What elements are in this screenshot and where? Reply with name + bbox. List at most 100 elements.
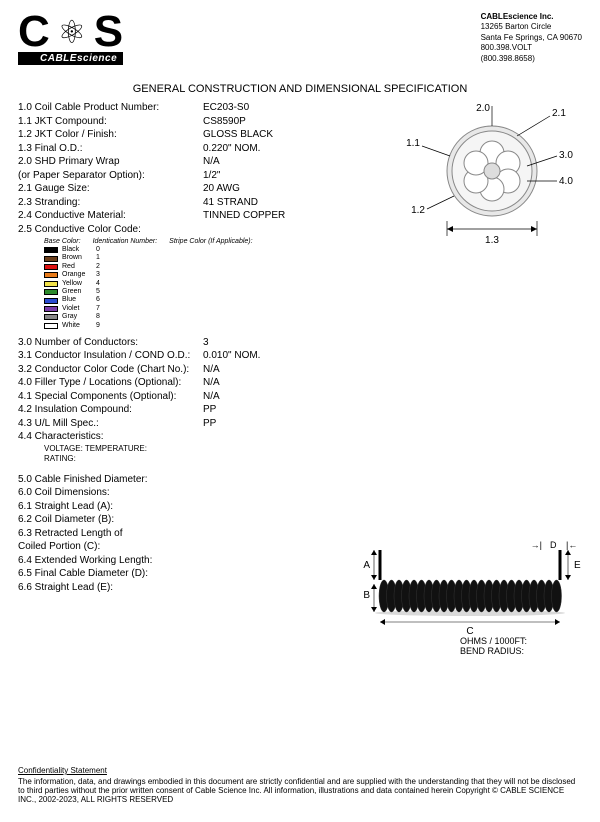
atom-icon: ⚛ (52, 12, 92, 52)
color-swatch (44, 264, 58, 270)
spec-row: 6.0 Coil Dimensions: (18, 486, 582, 500)
color-swatch (44, 323, 58, 329)
color-swatch (44, 281, 58, 287)
company-addr1: 13265 Barton Circle (481, 22, 582, 32)
spec-label: 4.1 Special Components (Optional): (18, 390, 203, 404)
spec-value: 3 (203, 336, 209, 350)
svg-text:1.3: 1.3 (485, 235, 499, 246)
color-name: Black (62, 246, 92, 254)
logo-bar: CABLEscience (18, 52, 123, 65)
spec-value: 41 STRAND (203, 196, 258, 210)
spec-value: TINNED COPPER (203, 209, 285, 223)
page-title: GENERAL CONSTRUCTION AND DIMENSIONAL SPE… (18, 83, 582, 95)
color-name: Orange (62, 271, 92, 279)
color-name: Blue (62, 296, 92, 304)
footer-body: The information, data, and drawings embo… (18, 777, 582, 804)
color-swatch (44, 272, 58, 278)
spec-label: Coiled Portion (C): (18, 540, 203, 554)
color-swatch (44, 306, 58, 312)
spec-value: 20 AWG (203, 182, 240, 196)
spec-row: 5.0 Cable Finished Diameter: (18, 473, 582, 487)
spec-row: 4.3 U/L Mill Spec.:PP (18, 417, 582, 431)
color-swatch (44, 247, 58, 253)
color-num: 7 (96, 305, 108, 313)
spec-label: 2.3 Stranding: (18, 196, 203, 210)
color-num: 5 (96, 288, 108, 296)
svg-text:1.2: 1.2 (411, 205, 425, 216)
spec-row: 6.3 Retracted Length of (18, 527, 582, 541)
spec-value: N/A (203, 363, 220, 377)
color-row: Green 5 (44, 288, 582, 296)
spec-value: N/A (203, 376, 220, 390)
svg-text:D: D (550, 540, 557, 550)
spec-label: 2.4 Conductive Material: (18, 209, 203, 223)
spec-label: 6.1 Straight Lead (A): (18, 500, 203, 514)
spec-value: PP (203, 403, 216, 417)
svg-text:2.1: 2.1 (552, 108, 566, 119)
footer-title: Confidentiality Statement (18, 766, 582, 775)
spec-value: N/A (203, 390, 220, 404)
spec-row: 4.2 Insulation Compound:PP (18, 403, 582, 417)
ct-head-stripe: Stripe Color (If Applicable): (169, 238, 252, 245)
company-info: CABLEscience Inc. 13265 Barton Circle Sa… (481, 12, 582, 65)
color-num: 9 (96, 322, 108, 330)
spec-label: 6.6 Straight Lead (E): (18, 581, 203, 595)
company-name: CABLEscience Inc. (481, 12, 582, 22)
color-name: Green (62, 288, 92, 296)
svg-text:4.0: 4.0 (559, 176, 573, 187)
spec-row: 6.2 Coil Diameter (B): (18, 513, 582, 527)
svg-text:A: A (363, 560, 370, 571)
spec-row: 6.1 Straight Lead (A): (18, 500, 582, 514)
spec-label: 3.2 Conductor Color Code (Chart No.): (18, 363, 203, 377)
spec-label: 6.0 Coil Dimensions: (18, 486, 203, 500)
spec-label: 3.0 Number of Conductors: (18, 336, 203, 350)
color-num: 1 (96, 254, 108, 262)
spec-block-1: 1.0 Coil Cable Product Number:EC203-S01.… (18, 101, 582, 594)
spec-label: 4.2 Insulation Compound: (18, 403, 203, 417)
color-swatch (44, 289, 58, 295)
spec-value: EC203-S0 (203, 101, 249, 115)
spec-label: 1.3 Final O.D.: (18, 142, 203, 156)
logo-s: S (94, 14, 123, 49)
color-num: 2 (96, 263, 108, 271)
spec-value: PP (203, 417, 216, 431)
spec-label: 1.1 JKT Compound: (18, 115, 203, 129)
color-row: Orange 3 (44, 271, 582, 279)
color-row: Yellow 4 (44, 280, 582, 288)
color-name: White (62, 322, 92, 330)
spec-label: 4.0 Filler Type / Locations (Optional): (18, 376, 203, 390)
color-row: White 9 (44, 322, 582, 330)
spec-label: 6.3 Retracted Length of (18, 527, 203, 541)
spec-label: 6.5 Final Cable Diameter (D): (18, 567, 203, 581)
spec-value: 0.220" NOM. (203, 142, 260, 156)
color-name: Yellow (62, 280, 92, 288)
color-row: Brown1 (44, 254, 582, 262)
company-phone2: (800.398.8658) (481, 54, 582, 64)
svg-text:B: B (363, 590, 370, 601)
color-num: 4 (96, 280, 108, 288)
spec-row: 4.4 Characteristics: (18, 430, 582, 444)
color-name: Gray (62, 313, 92, 321)
spec-label: (or Paper Separator Option): (18, 169, 203, 183)
spec-label: 1.2 JKT Color / Finish: (18, 128, 203, 142)
company-addr2: Santa Fe Springs, CA 90670 (481, 33, 582, 43)
spec-row: 3.1 Conductor Insulation / COND O.D.:0.0… (18, 349, 582, 363)
svg-text:2.0: 2.0 (476, 103, 490, 114)
svg-text:1.1: 1.1 (406, 138, 420, 149)
spec-label: 2.5 Conductive Color Code: (18, 223, 203, 237)
svg-text:C: C (466, 626, 473, 637)
color-code-table: Base Color: Identication Number: Stripe … (44, 238, 582, 330)
header: C ⚛ S CABLEscience CABLEscience Inc. 132… (18, 12, 582, 65)
spec-value: N/A (203, 155, 220, 169)
spec-label: 2.1 Gauge Size: (18, 182, 203, 196)
color-num: 0 (96, 246, 108, 254)
svg-text:3.0: 3.0 (559, 150, 573, 161)
color-row: Violet7 (44, 305, 582, 313)
color-row: Red2 (44, 263, 582, 271)
spec-value: CS8590P (203, 115, 246, 129)
footer: Confidentiality Statement The informatio… (18, 766, 582, 804)
color-num: 3 (96, 271, 108, 279)
spec-row: 3.2 Conductor Color Code (Chart No.):N/A (18, 363, 582, 377)
spec-label: 6.4 Extended Working Length: (18, 554, 203, 568)
spec-label: 6.2 Coil Diameter (B): (18, 513, 203, 527)
